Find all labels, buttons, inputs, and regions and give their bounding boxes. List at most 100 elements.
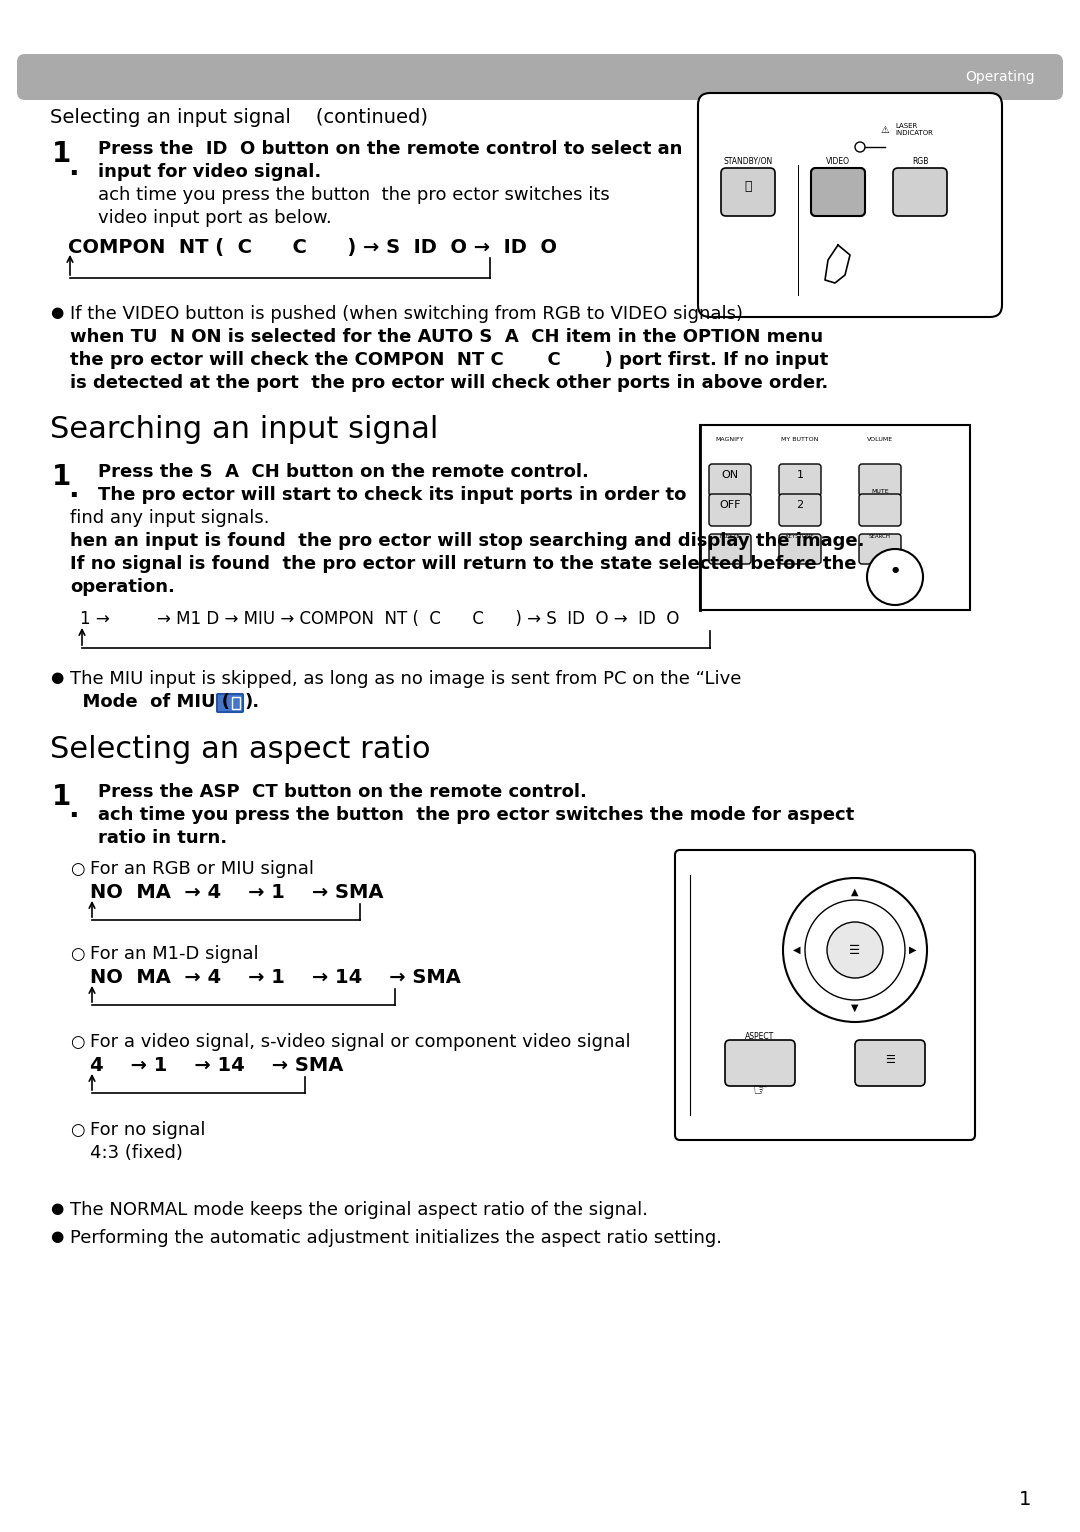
Text: Operating: Operating bbox=[966, 70, 1035, 84]
FancyBboxPatch shape bbox=[232, 697, 240, 709]
Text: ○: ○ bbox=[70, 1033, 84, 1051]
Text: OFF: OFF bbox=[719, 499, 741, 510]
FancyBboxPatch shape bbox=[859, 493, 901, 525]
Text: find any input signals.: find any input signals. bbox=[70, 509, 270, 527]
Text: LASER
INDICATOR: LASER INDICATOR bbox=[895, 123, 933, 136]
FancyBboxPatch shape bbox=[17, 54, 1063, 100]
Text: ON: ON bbox=[721, 470, 739, 480]
FancyBboxPatch shape bbox=[675, 850, 975, 1140]
Text: Press the S  A  CH button on the remote control.: Press the S A CH button on the remote co… bbox=[98, 463, 589, 481]
Text: ●: ● bbox=[50, 1229, 64, 1244]
FancyBboxPatch shape bbox=[698, 93, 1002, 317]
Text: ○: ○ bbox=[70, 1121, 84, 1138]
FancyBboxPatch shape bbox=[708, 493, 751, 525]
Text: ●: ● bbox=[50, 669, 64, 685]
FancyBboxPatch shape bbox=[859, 535, 901, 564]
Text: SEARCH: SEARCH bbox=[869, 535, 891, 539]
Text: ach time you press the button  the pro ector switches the mode for aspect: ach time you press the button the pro ec… bbox=[98, 806, 854, 824]
FancyBboxPatch shape bbox=[779, 535, 821, 564]
Text: NO  MA  → 4    → 1    → 14    → SMA: NO MA → 4 → 1 → 14 → SMA bbox=[90, 968, 461, 987]
Text: VIDEO: VIDEO bbox=[826, 156, 850, 165]
Text: 1 →         → M1 D → MIU → COMPON  NT (  C      C      ) → S  ID  O →  ID  O: 1 → → M1 D → MIU → COMPON NT ( C C ) → S… bbox=[80, 610, 679, 628]
Text: If no signal is found  the pro ector will return to the state selected before th: If no signal is found the pro ector will… bbox=[70, 555, 856, 573]
Text: ☰: ☰ bbox=[849, 944, 861, 956]
Text: Selecting an aspect ratio: Selecting an aspect ratio bbox=[50, 735, 431, 764]
FancyBboxPatch shape bbox=[859, 464, 901, 496]
Text: MAGNIFY: MAGNIFY bbox=[716, 437, 744, 443]
Text: ).: ). bbox=[244, 692, 259, 711]
Circle shape bbox=[867, 548, 923, 605]
Text: ▲: ▲ bbox=[851, 887, 859, 898]
Text: ach time you press the button  the pro ector switches its: ach time you press the button the pro ec… bbox=[98, 185, 610, 204]
Text: RGB: RGB bbox=[912, 156, 928, 165]
Text: ▼: ▼ bbox=[851, 1003, 859, 1013]
Text: MUTE: MUTE bbox=[872, 489, 889, 493]
Text: ☞: ☞ bbox=[753, 1082, 768, 1098]
Text: If the VIDEO button is pushed (when switching from RGB to VIDEO signals): If the VIDEO button is pushed (when swit… bbox=[70, 305, 743, 323]
Text: ASPECT: ASPECT bbox=[745, 1033, 774, 1042]
Text: ▶: ▶ bbox=[909, 945, 917, 954]
Text: COMPON  NT (  C      C      ) → S  ID  O →  ID  O: COMPON NT ( C C ) → S ID O → ID O bbox=[68, 237, 557, 257]
Text: ●: ● bbox=[891, 565, 899, 574]
Text: ⚠: ⚠ bbox=[880, 126, 889, 135]
Text: For an RGB or MIU signal: For an RGB or MIU signal bbox=[90, 859, 314, 878]
Text: Performing the automatic adjustment initializes the aspect ratio setting.: Performing the automatic adjustment init… bbox=[70, 1229, 723, 1247]
Text: NO  MA  → 4    → 1    → SMA: NO MA → 4 → 1 → SMA bbox=[90, 882, 383, 902]
FancyBboxPatch shape bbox=[893, 169, 947, 216]
FancyBboxPatch shape bbox=[779, 493, 821, 525]
Text: Mode  of MIU (: Mode of MIU ( bbox=[70, 692, 230, 711]
FancyBboxPatch shape bbox=[811, 169, 865, 216]
Text: 2: 2 bbox=[796, 499, 804, 510]
FancyBboxPatch shape bbox=[721, 169, 775, 216]
FancyBboxPatch shape bbox=[811, 169, 865, 216]
Text: ○: ○ bbox=[70, 859, 84, 878]
Text: The MIU input is skipped, as long as no image is sent from PC on the “Live: The MIU input is skipped, as long as no … bbox=[70, 669, 741, 688]
Text: Press the ASP  CT button on the remote control.: Press the ASP CT button on the remote co… bbox=[98, 783, 586, 801]
Text: hen an input is found  the pro ector will stop searching and display the image.: hen an input is found the pro ector will… bbox=[70, 532, 864, 550]
Text: For a video signal, s-video signal or component video signal: For a video signal, s-video signal or co… bbox=[90, 1033, 631, 1051]
Text: The NORMAL mode keeps the original aspect ratio of the signal.: The NORMAL mode keeps the original aspec… bbox=[70, 1201, 648, 1219]
Text: the pro ector will check the COMPON  NT C       C       ) port first. If no inpu: the pro ector will check the COMPON NT C… bbox=[70, 351, 828, 369]
Text: when TU  N ON is selected for the AUTO S  A  CH item in the OPTION menu: when TU N ON is selected for the AUTO S … bbox=[70, 328, 823, 346]
FancyBboxPatch shape bbox=[725, 1040, 795, 1086]
Text: ●: ● bbox=[50, 1201, 64, 1216]
FancyBboxPatch shape bbox=[217, 694, 243, 712]
Text: ●: ● bbox=[50, 305, 64, 320]
Text: 4:3 (fixed): 4:3 (fixed) bbox=[90, 1144, 183, 1161]
Text: Searching an input signal: Searching an input signal bbox=[50, 415, 438, 444]
Text: 4    → 1    → 14    → SMA: 4 → 1 → 14 → SMA bbox=[90, 1056, 343, 1075]
Text: For an M1-D signal: For an M1-D signal bbox=[90, 945, 258, 964]
Text: ○: ○ bbox=[70, 945, 84, 964]
Text: STANDBY/ON: STANDBY/ON bbox=[724, 156, 772, 165]
Text: is detected at the port  the pro ector will check other ports in above order.: is detected at the port the pro ector wi… bbox=[70, 374, 828, 392]
Text: MY BUTTON: MY BUTTON bbox=[781, 437, 819, 443]
FancyBboxPatch shape bbox=[700, 424, 970, 610]
FancyBboxPatch shape bbox=[855, 1040, 924, 1086]
Text: video input port as below.: video input port as below. bbox=[98, 208, 332, 227]
Circle shape bbox=[805, 899, 905, 1000]
Text: FREEZE: FREEZE bbox=[719, 535, 741, 539]
Text: Selecting an input signal    (continued): Selecting an input signal (continued) bbox=[50, 107, 428, 127]
Text: operation.: operation. bbox=[70, 578, 175, 596]
FancyBboxPatch shape bbox=[779, 464, 821, 496]
Text: .: . bbox=[68, 153, 79, 181]
Text: ratio in turn.: ratio in turn. bbox=[98, 829, 227, 847]
Text: 1: 1 bbox=[52, 783, 71, 810]
Text: ◀: ◀ bbox=[793, 945, 800, 954]
Text: For no signal: For no signal bbox=[90, 1121, 205, 1138]
Text: .: . bbox=[68, 475, 79, 502]
Text: The pro ector will start to check its input ports in order to: The pro ector will start to check its in… bbox=[98, 486, 687, 504]
Text: VOLUME: VOLUME bbox=[867, 437, 893, 443]
Circle shape bbox=[855, 142, 865, 152]
FancyBboxPatch shape bbox=[708, 464, 751, 496]
Circle shape bbox=[827, 922, 883, 977]
Text: 1: 1 bbox=[1018, 1491, 1031, 1509]
FancyBboxPatch shape bbox=[708, 535, 751, 564]
Text: KEYSTONE: KEYSTONE bbox=[785, 535, 814, 539]
Text: 1: 1 bbox=[52, 463, 71, 490]
Circle shape bbox=[783, 878, 927, 1022]
Text: Press the  ID  O button on the remote control to select an: Press the ID O button on the remote cont… bbox=[98, 139, 683, 158]
Text: .: . bbox=[68, 795, 79, 823]
Text: ⏻: ⏻ bbox=[744, 181, 752, 193]
Text: 1: 1 bbox=[52, 139, 71, 169]
